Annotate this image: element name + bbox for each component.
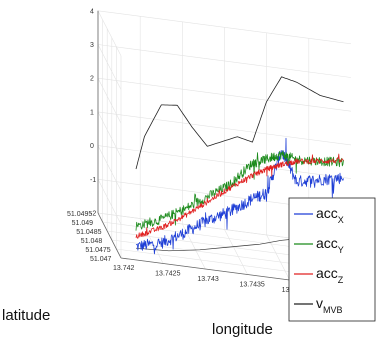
z-tick-label: 1 [90, 109, 94, 116]
grid-line [224, 229, 248, 275]
y-axis-line [97, 212, 122, 259]
grid-line [182, 223, 206, 270]
x-tick-label: 13.7425 [155, 271, 180, 278]
legend-box [288, 197, 376, 322]
series-line-accX [135, 137, 344, 255]
y-tick-label: 51.0485 [76, 229, 101, 236]
grid-line [266, 234, 290, 281]
y-tick-label: 51.049 [72, 220, 94, 227]
series-layer [135, 76, 344, 255]
grid-line [97, 111, 122, 158]
grid-line [97, 44, 122, 90]
grid-line [97, 145, 122, 191]
legend-label: accZ [316, 265, 344, 285]
z-tick-label: -2 [90, 211, 96, 218]
legend: accX accY accZ vMVB [288, 197, 376, 322]
series-line-vMVB [135, 76, 344, 170]
y-axis-label: latitude [2, 307, 50, 324]
z-tick-label: 2 [90, 76, 94, 83]
z-tick-label: 3 [90, 42, 94, 49]
grid-line [97, 78, 122, 124]
y-tick-label: 51.048 [81, 238, 103, 245]
x-tick-label: 13.743 [197, 276, 219, 283]
z-tick-label: -1 [90, 177, 96, 184]
legend-label: accY [316, 235, 344, 255]
z-tick-label: 0 [90, 143, 94, 150]
y-tick-label: 51.0495 [67, 211, 92, 218]
grid-line [97, 10, 122, 56]
legend-label: vMVB [316, 295, 343, 315]
legend-label: accX [316, 205, 344, 225]
x-tick-label: 13.742 [113, 265, 135, 272]
y-tick-label: 51.0475 [85, 247, 110, 254]
series-line-accZ [135, 153, 344, 239]
x-tick-label: 13.7435 [240, 282, 265, 289]
y-tick-label: 51.047 [90, 256, 112, 263]
x-axis-label: longitude [212, 321, 273, 338]
grid-line [97, 179, 122, 225]
z-tick-label: 4 [90, 8, 94, 15]
